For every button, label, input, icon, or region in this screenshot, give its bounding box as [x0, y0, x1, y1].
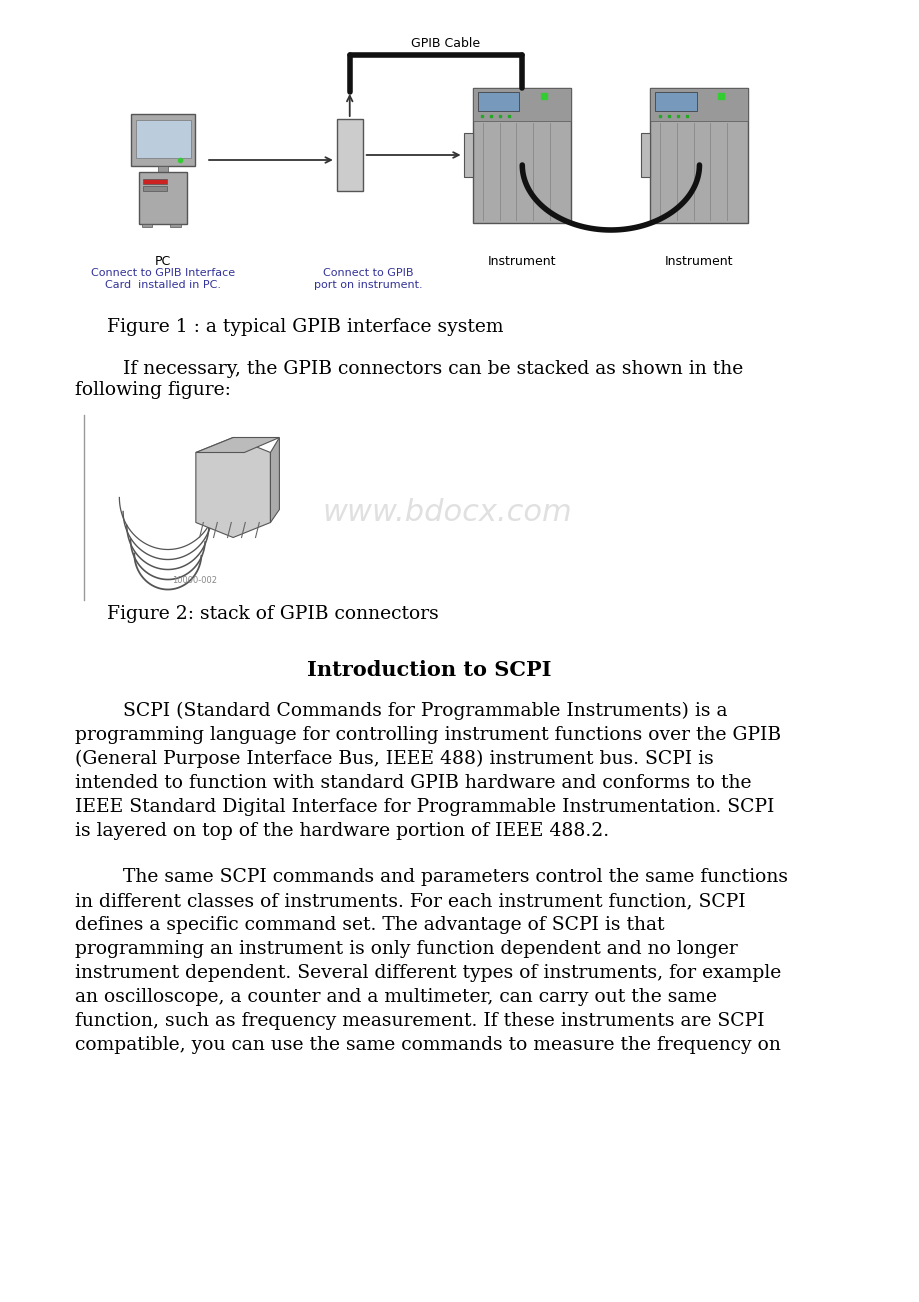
- FancyBboxPatch shape: [463, 133, 472, 177]
- FancyBboxPatch shape: [158, 165, 168, 172]
- Text: GPIB Cable: GPIB Cable: [410, 36, 480, 49]
- FancyBboxPatch shape: [478, 91, 518, 111]
- Text: Connect to GPIB Interface
Card  installed in PC.: Connect to GPIB Interface Card installed…: [91, 268, 235, 289]
- FancyBboxPatch shape: [654, 91, 696, 111]
- Text: (General Purpose Interface Bus, IEEE 488) instrument bus. SCPI is: (General Purpose Interface Bus, IEEE 488…: [74, 750, 712, 768]
- Text: defines a specific command set. The advantage of SCPI is that: defines a specific command set. The adva…: [74, 917, 664, 934]
- Text: programming an instrument is only function dependent and no longer: programming an instrument is only functi…: [74, 940, 736, 958]
- Text: Instrument: Instrument: [664, 255, 733, 268]
- FancyBboxPatch shape: [472, 87, 571, 121]
- Text: www.bdocx.com: www.bdocx.com: [323, 497, 572, 527]
- Text: If necessary, the GPIB connectors can be stacked as shown in the
following figur: If necessary, the GPIB connectors can be…: [74, 359, 742, 398]
- FancyBboxPatch shape: [650, 87, 747, 121]
- Text: is layered on top of the hardware portion of IEEE 488.2.: is layered on top of the hardware portio…: [74, 822, 608, 840]
- Text: an oscilloscope, a counter and a multimeter, can carry out the same: an oscilloscope, a counter and a multime…: [74, 988, 716, 1006]
- Polygon shape: [196, 437, 279, 453]
- Text: Introduction to SCPI: Introduction to SCPI: [306, 660, 550, 680]
- Text: Figure 2: stack of GPIB connectors: Figure 2: stack of GPIB connectors: [108, 605, 438, 622]
- Text: Instrument: Instrument: [487, 255, 556, 268]
- Text: intended to function with standard GPIB hardware and conforms to the: intended to function with standard GPIB …: [74, 773, 750, 792]
- Text: PC: PC: [155, 255, 171, 268]
- FancyBboxPatch shape: [131, 115, 195, 165]
- FancyBboxPatch shape: [142, 224, 152, 228]
- FancyBboxPatch shape: [640, 133, 650, 177]
- Text: instrument dependent. Several different types of instruments, for example: instrument dependent. Several different …: [74, 963, 780, 982]
- Text: compatible, you can use the same commands to measure the frequency on: compatible, you can use the same command…: [74, 1036, 779, 1055]
- Text: 10000-002: 10000-002: [173, 575, 217, 585]
- Text: Connect to GPIB
port on instrument.: Connect to GPIB port on instrument.: [313, 268, 422, 289]
- Text: IEEE Standard Digital Interface for Programmable Instrumentation. SCPI: IEEE Standard Digital Interface for Prog…: [74, 798, 773, 816]
- Text: The same SCPI commands and parameters control the same functions: The same SCPI commands and parameters co…: [74, 868, 787, 885]
- FancyBboxPatch shape: [170, 224, 181, 228]
- FancyBboxPatch shape: [143, 186, 167, 191]
- FancyBboxPatch shape: [650, 87, 747, 223]
- Text: function, such as frequency measurement. If these instruments are SCPI: function, such as frequency measurement.…: [74, 1012, 764, 1030]
- FancyBboxPatch shape: [472, 87, 571, 223]
- Text: in different classes of instruments. For each instrument function, SCPI: in different classes of instruments. For…: [74, 892, 744, 910]
- Polygon shape: [196, 437, 270, 538]
- Text: SCPI (Standard Commands for Programmable Instruments) is a: SCPI (Standard Commands for Programmable…: [74, 702, 726, 720]
- FancyBboxPatch shape: [336, 118, 362, 191]
- FancyBboxPatch shape: [143, 178, 167, 184]
- Polygon shape: [270, 437, 279, 522]
- Text: programming language for controlling instrument functions over the GPIB: programming language for controlling ins…: [74, 727, 780, 743]
- FancyBboxPatch shape: [140, 172, 187, 224]
- FancyBboxPatch shape: [135, 120, 190, 158]
- Text: Figure 1 : a typical GPIB interface system: Figure 1 : a typical GPIB interface syst…: [108, 318, 504, 336]
